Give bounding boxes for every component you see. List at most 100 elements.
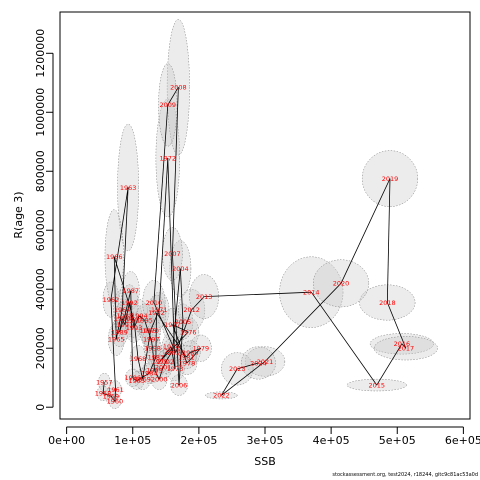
year-label-2013: 2013 — [196, 293, 213, 301]
segment-1994-1995 — [139, 315, 145, 321]
year-label-1969: 1969 — [134, 375, 151, 383]
segment-1970-1971 — [150, 309, 160, 331]
year-label-2011: 2011 — [167, 349, 184, 357]
y-tick-label: 0 — [34, 404, 47, 411]
segment-1980-1981 — [186, 352, 191, 358]
segment-2017-2018 — [386, 302, 407, 349]
year-label-1966: 1966 — [106, 253, 123, 261]
year-label-2021: 2021 — [257, 358, 274, 366]
year-label-1957: 1957 — [96, 378, 113, 386]
segment-1998-1999 — [152, 348, 155, 371]
segment-1983-1984 — [148, 356, 157, 374]
segment-1986-1987 — [130, 290, 134, 378]
x-tick-label: 3e+05 — [247, 434, 284, 447]
segment-1958-1959 — [102, 392, 112, 397]
year-label-2023: 2023 — [229, 365, 246, 373]
segment-1997-1998 — [150, 339, 153, 349]
year-label-2017: 2017 — [398, 345, 415, 353]
segment-2020-2021 — [264, 283, 342, 362]
year-label-2020: 2020 — [333, 280, 350, 288]
segment-1982-1983 — [155, 312, 157, 358]
year-label-2002: 2002 — [158, 358, 175, 366]
year-label-2003: 2003 — [164, 347, 181, 355]
segment-2015-2016 — [376, 343, 403, 386]
year-label-1979: 1979 — [193, 345, 210, 353]
year-label-1990: 1990 — [114, 315, 131, 323]
x-tick-label: 6e+05 — [445, 434, 480, 447]
x-tick-label: 4e+05 — [313, 434, 350, 447]
year-label-1993: 1993 — [126, 324, 143, 332]
y-tick-label: 600000 — [34, 209, 47, 251]
segment-2006-2007 — [172, 253, 180, 386]
year-label-1981: 1981 — [178, 353, 195, 361]
year-label-2004: 2004 — [172, 265, 189, 273]
series-line — [102, 87, 407, 402]
segment-1975-1976 — [159, 331, 189, 362]
segment-2000-2001 — [158, 367, 164, 380]
segment-1959-1960 — [110, 395, 116, 402]
year-label-1982: 1982 — [148, 309, 165, 317]
year-label-2008: 2008 — [170, 84, 187, 92]
footer-note: stockassessment.org, test2024, r18244, g… — [332, 472, 478, 478]
segment-1985-1986 — [132, 377, 137, 381]
x-tick-label: 0e+00 — [48, 434, 85, 447]
year-label-1998: 1998 — [144, 345, 161, 353]
year-label-2007: 2007 — [164, 250, 181, 258]
year-label-2018: 2018 — [379, 299, 396, 307]
x-tick-label: 1e+05 — [114, 434, 151, 447]
year-label-2014: 2014 — [303, 288, 320, 296]
y-tick-label: 1200000 — [34, 29, 47, 78]
segment-2019-2020 — [340, 178, 391, 284]
segment-2005-2006 — [178, 321, 184, 386]
year-label-1999: 1999 — [146, 367, 163, 375]
year-label-1989: 1989 — [111, 328, 128, 336]
x-tick-label: 2e+05 — [180, 434, 217, 447]
year-label-1994: 1994 — [131, 312, 148, 320]
year-label-1959: 1959 — [103, 392, 120, 400]
segment-1963-1964 — [121, 187, 129, 310]
y-tick-label: 200000 — [34, 327, 47, 369]
segment-2012-2013 — [191, 296, 205, 311]
segment-1957-1958 — [102, 382, 105, 394]
year-label-1961: 1961 — [107, 386, 124, 394]
year-label-1964: 1964 — [114, 306, 131, 314]
year-label-2015: 2015 — [368, 381, 385, 389]
segment-1964-1965 — [115, 309, 123, 340]
segment-2022-2023 — [221, 368, 238, 396]
segment-2004-2005 — [179, 268, 184, 322]
segment-2008-2009 — [167, 87, 179, 106]
year-label-1965: 1965 — [108, 336, 125, 344]
year-label-1995: 1995 — [136, 316, 153, 324]
year-label-1960: 1960 — [107, 398, 124, 406]
year-label-1992: 1992 — [121, 299, 138, 307]
segment-2009-2010 — [153, 104, 169, 303]
year-label-2016: 2016 — [394, 340, 411, 348]
segment-1979-1980 — [190, 347, 202, 354]
year-label-1978: 1978 — [179, 359, 196, 367]
year-label-1991: 1991 — [117, 321, 134, 329]
year-label-1996: 1996 — [140, 327, 157, 335]
year-label-2001: 2001 — [155, 364, 172, 372]
y-tick-label: 1000000 — [34, 88, 47, 137]
year-label-1968: 1968 — [130, 355, 147, 363]
year-label-1971: 1971 — [151, 306, 168, 314]
year-label-1987: 1987 — [122, 287, 139, 295]
segment-1977-1978 — [172, 324, 188, 364]
x-tick-label: 5e+05 — [379, 434, 416, 447]
segment-1968-1969 — [137, 358, 144, 380]
y-axis-label: R(age 3) — [12, 191, 25, 238]
y-tick-label: 400000 — [34, 268, 47, 310]
year-label-2024: 2024 — [250, 359, 267, 367]
segment-1984-1985 — [136, 372, 150, 382]
year-label-1977: 1977 — [164, 321, 181, 329]
segment-2003-2004 — [172, 268, 181, 352]
year-label-1967: 1967 — [126, 316, 143, 324]
year-label-1963: 1963 — [120, 184, 137, 192]
y-axis: 0 200000 400000 600000 800000 1000000 1200000 — [34, 29, 54, 411]
year-label-1997: 1997 — [143, 336, 160, 344]
segment-1991-1992 — [124, 302, 130, 325]
segment-1995-1996 — [144, 320, 149, 331]
year-label-1980: 1980 — [182, 349, 199, 357]
